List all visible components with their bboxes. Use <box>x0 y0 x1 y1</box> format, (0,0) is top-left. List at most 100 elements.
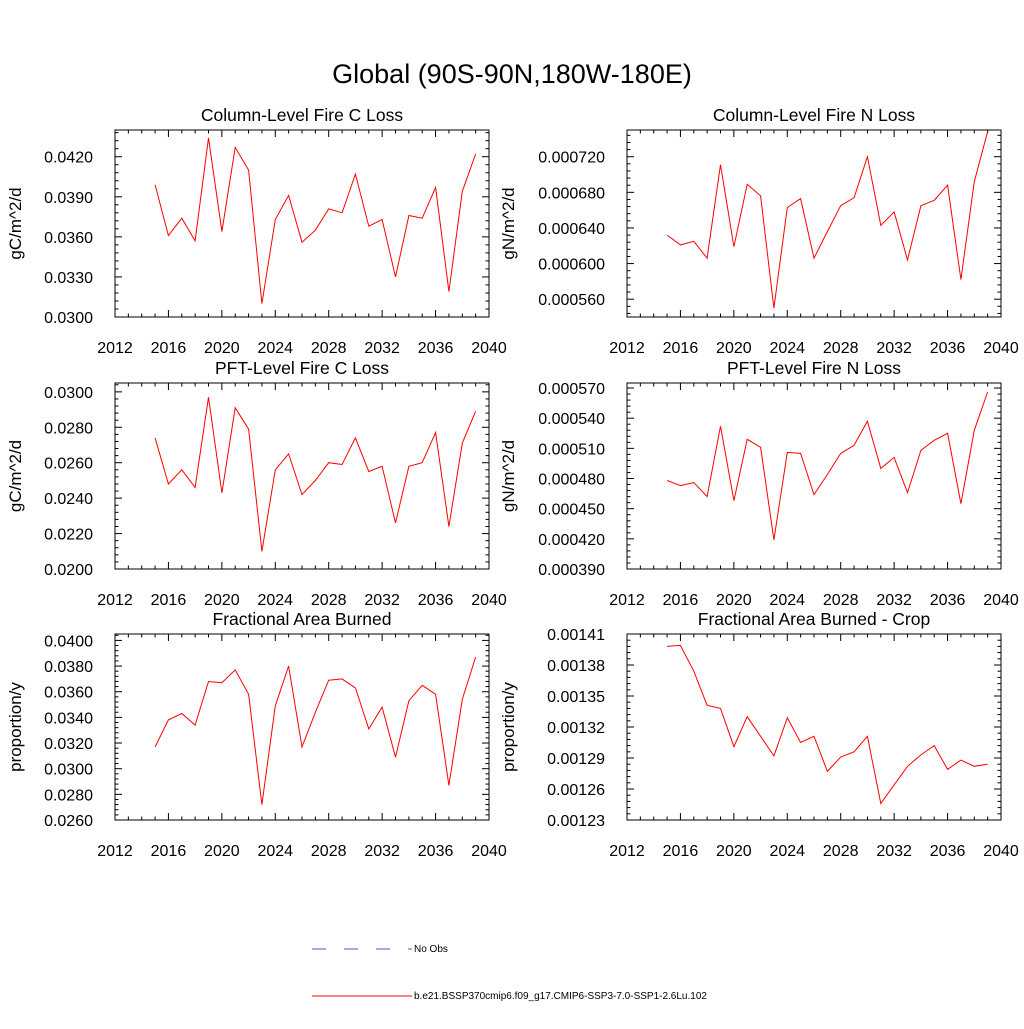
y-axis-label: gN/m^2/d <box>499 187 518 259</box>
y-tick-label: 0.0330 <box>44 270 93 287</box>
y-tick-label: 0.0300 <box>44 385 93 402</box>
panel-title: Fractional Area Burned <box>213 609 392 629</box>
x-tick-label: 2036 <box>418 340 454 357</box>
x-tick-label: 2028 <box>311 340 347 357</box>
y-tick-label: 0.0300 <box>44 310 93 327</box>
y-tick-label: 0.000640 <box>538 221 605 238</box>
y-tick-label: 0.0260 <box>44 813 93 830</box>
y-tick-label: 0.000540 <box>538 411 605 428</box>
x-tick-label: 2012 <box>97 592 133 609</box>
x-tick-label: 2032 <box>876 843 912 860</box>
y-tick-label: 0.000720 <box>538 150 605 167</box>
legend: No Obs b.e21.BSSP370cmip6.f09_g17.CMIP6-… <box>312 944 707 1002</box>
x-tick-label: 2040 <box>983 340 1019 357</box>
x-tick-label: 2032 <box>876 592 912 609</box>
y-tick-label: 0.0400 <box>44 633 93 650</box>
x-tick-label: 2024 <box>769 340 805 357</box>
y-axis-label: proportion/y <box>6 682 25 772</box>
x-tick-label: 2028 <box>823 340 859 357</box>
y-tick-label: 0.000600 <box>538 257 605 274</box>
x-tick-label: 2040 <box>471 340 507 357</box>
y-tick-label: 0.0300 <box>44 762 93 779</box>
x-tick-label: 2040 <box>983 592 1019 609</box>
x-tick-label: 2024 <box>257 843 293 860</box>
plot-frame <box>626 129 1002 318</box>
y-tick-label: 0.0200 <box>44 562 93 579</box>
x-tick-label: 2016 <box>663 843 699 860</box>
x-tick-label: 2028 <box>311 592 347 609</box>
x-tick-label: 2032 <box>876 340 912 357</box>
x-tick-label: 2032 <box>364 843 400 860</box>
x-tick-label: 2016 <box>663 340 699 357</box>
series-line <box>667 644 988 805</box>
chart-panel-6: Fractional Area Burned - Crop proportion/… <box>499 609 1019 860</box>
x-tick-label: 2028 <box>823 592 859 609</box>
x-tick-label: 2036 <box>930 843 966 860</box>
plot-frame <box>626 633 1002 821</box>
x-tick-label: 2016 <box>151 592 187 609</box>
x-tick-label: 2040 <box>471 843 507 860</box>
y-tick-label: 0.0280 <box>44 787 93 804</box>
chart-panel-5: Fractional Area Burned proportion/y 2012 20… <box>6 609 507 860</box>
x-tick-label: 2032 <box>364 592 400 609</box>
y-tick-label: 0.0220 <box>44 527 93 544</box>
chart-panel-1: Column-Level Fire C Loss gC/m^2/d 2012 2016… <box>6 105 507 357</box>
panel-title: Column-Level Fire C Loss <box>201 105 404 125</box>
y-tick-label: 0.00123 <box>547 813 605 830</box>
x-tick-label: 2032 <box>364 340 400 357</box>
y-tick-label: 0.00138 <box>547 658 605 675</box>
x-tick-label: 2036 <box>930 592 966 609</box>
y-tick-label: 0.0260 <box>44 456 93 473</box>
x-tick-label: 2020 <box>204 340 240 357</box>
series-line <box>154 397 477 552</box>
y-axis-label: gC/m^2/d <box>6 440 25 512</box>
series-line <box>666 391 989 540</box>
x-tick-label: 2012 <box>97 340 133 357</box>
x-tick-label: 2036 <box>930 340 966 357</box>
y-tick-label: 0.0360 <box>44 685 93 702</box>
panel-title: PFT-Level Fire C Loss <box>215 358 389 378</box>
x-tick-label: 2020 <box>716 592 752 609</box>
x-tick-label: 2012 <box>609 843 645 860</box>
x-tick-label: 2020 <box>716 843 752 860</box>
plot-frame <box>114 382 490 570</box>
y-tick-label: 0.00129 <box>547 751 605 768</box>
x-tick-label: 2040 <box>471 592 507 609</box>
y-tick-label: 0.00141 <box>547 627 605 644</box>
y-tick-label: 0.000570 <box>538 381 605 398</box>
x-tick-label: 2024 <box>257 592 293 609</box>
x-tick-label: 2012 <box>609 592 645 609</box>
y-axis-label: proportion/y <box>499 682 518 772</box>
series-line <box>154 656 477 805</box>
x-tick-label: 2020 <box>716 340 752 357</box>
y-tick-label: 0.000560 <box>538 292 605 309</box>
y-tick-label: 0.0240 <box>44 491 93 508</box>
x-tick-label: 2012 <box>97 843 133 860</box>
chart-panel-4: PFT-Level Fire N Loss gN/m^2/d 2012 2016 202… <box>499 358 1019 609</box>
series-line <box>666 131 989 309</box>
series-line <box>154 137 477 304</box>
x-tick-label: 2016 <box>151 340 187 357</box>
y-tick-label: 0.0380 <box>44 659 93 676</box>
chart-panel-2: Column-Level Fire N Loss gN/m^2/d 2012 2016… <box>499 105 1019 357</box>
x-tick-label: 2036 <box>418 592 454 609</box>
legend-model-label: b.e21.BSSP370cmip6.f09_g17.CMIP6-SSP3-7.… <box>414 991 707 1002</box>
panels: Column-Level Fire C Loss gC/m^2/d 2012 2016… <box>6 105 1019 860</box>
x-tick-label: 2040 <box>983 843 1019 860</box>
y-axis-label: gN/m^2/d <box>499 440 518 512</box>
y-tick-label: 0.000420 <box>538 532 605 549</box>
x-tick-label: 2020 <box>204 843 240 860</box>
y-tick-label: 0.00132 <box>547 720 605 737</box>
plot-frame <box>114 633 490 821</box>
y-tick-label: 0.0320 <box>44 736 93 753</box>
y-tick-label: 0.00135 <box>547 689 605 706</box>
plot-frame <box>626 382 1002 570</box>
x-tick-label: 2016 <box>663 592 699 609</box>
y-axis-label: gC/m^2/d <box>6 187 25 259</box>
panel-title: PFT-Level Fire N Loss <box>727 358 901 378</box>
y-tick-label: 0.0390 <box>44 190 93 207</box>
y-tick-label: 0.000390 <box>538 562 605 579</box>
y-tick-label: 0.0280 <box>44 420 93 437</box>
